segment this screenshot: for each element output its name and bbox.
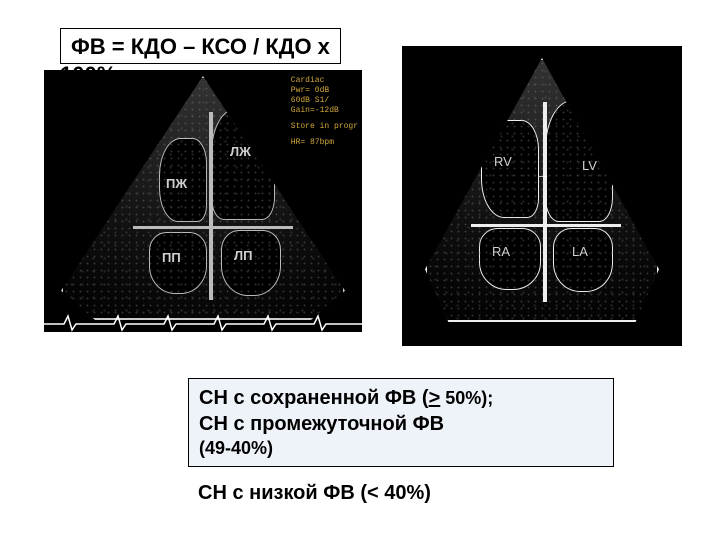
hf-l1b: 50%); (440, 388, 493, 408)
hf-line2: СН с промежуточной ФВ (199, 411, 603, 437)
valve-plane-right (471, 224, 621, 227)
chamber-rv-right (481, 120, 539, 218)
formula-line1: ФВ = КДО – КСО / КДО х (71, 34, 330, 59)
echo-right-frame: RV LV RA LA → (402, 46, 682, 346)
info-l5: Store in progr (291, 122, 358, 132)
hf-l1-ge: > (429, 387, 441, 409)
echo-right: RV LV RA LA → (402, 46, 682, 346)
label-rv-en: RV (494, 154, 512, 169)
formula-box: ФВ = КДО – КСО / КДО х (60, 28, 341, 64)
chamber-la-left (221, 230, 281, 296)
ecg-trace (44, 312, 362, 332)
label-lv-ru: ЛЖ (230, 144, 251, 159)
hf-line1: СН с сохраненной ФВ (> 50%); (199, 385, 603, 411)
chamber-lv-right (545, 100, 613, 222)
chamber-la-right (553, 228, 613, 292)
slide-root: ФВ = КДО – КСО / КДО х 100% ЛЖ ПЖ ЛП ПП … (0, 0, 720, 540)
label-ra-en: RA (492, 244, 510, 259)
chamber-lv-left (211, 108, 275, 220)
septum-right (543, 102, 547, 302)
info-l6: HR= 87bpm (291, 138, 358, 148)
info-l2: Pwr= 0dB (291, 86, 358, 96)
label-la-ru: ЛП (234, 248, 252, 263)
label-ra-ru: ПП (162, 250, 181, 265)
echo-left-info: Cardiac Pwr= 0dB 60dB S1/ Gain=-12dB Sto… (291, 76, 358, 148)
septum-left (209, 112, 213, 300)
valve-plane-left (133, 226, 293, 229)
label-lv-en: LV (582, 158, 597, 173)
info-l3: 60dB S1/ (291, 96, 358, 106)
echo-right-sector (425, 58, 659, 322)
hf-box: СН с сохраненной ФВ (> 50%); СН с промеж… (188, 378, 614, 467)
hf-tail: СН с низкой ФВ (< 40%) (198, 482, 431, 505)
echo-left: ЛЖ ПЖ ЛП ПП Cardiac Pwr= 0dB 60dB S1/ Ga… (44, 70, 362, 332)
arrow-icon: → (536, 166, 550, 182)
info-l1: Cardiac (291, 76, 358, 86)
hf-line3: (49-40%) (199, 437, 603, 460)
echo-left-frame: ЛЖ ПЖ ЛП ПП Cardiac Pwr= 0dB 60dB S1/ Ga… (44, 70, 362, 332)
label-la-en: LA (572, 244, 588, 259)
label-rv-ru: ПЖ (166, 176, 187, 191)
chamber-ra-right (479, 228, 541, 290)
formula-line2: 100% (60, 62, 116, 88)
info-l4: Gain=-12dB (291, 106, 358, 116)
hf-l1a: СН с сохраненной ФВ ( (199, 387, 429, 409)
